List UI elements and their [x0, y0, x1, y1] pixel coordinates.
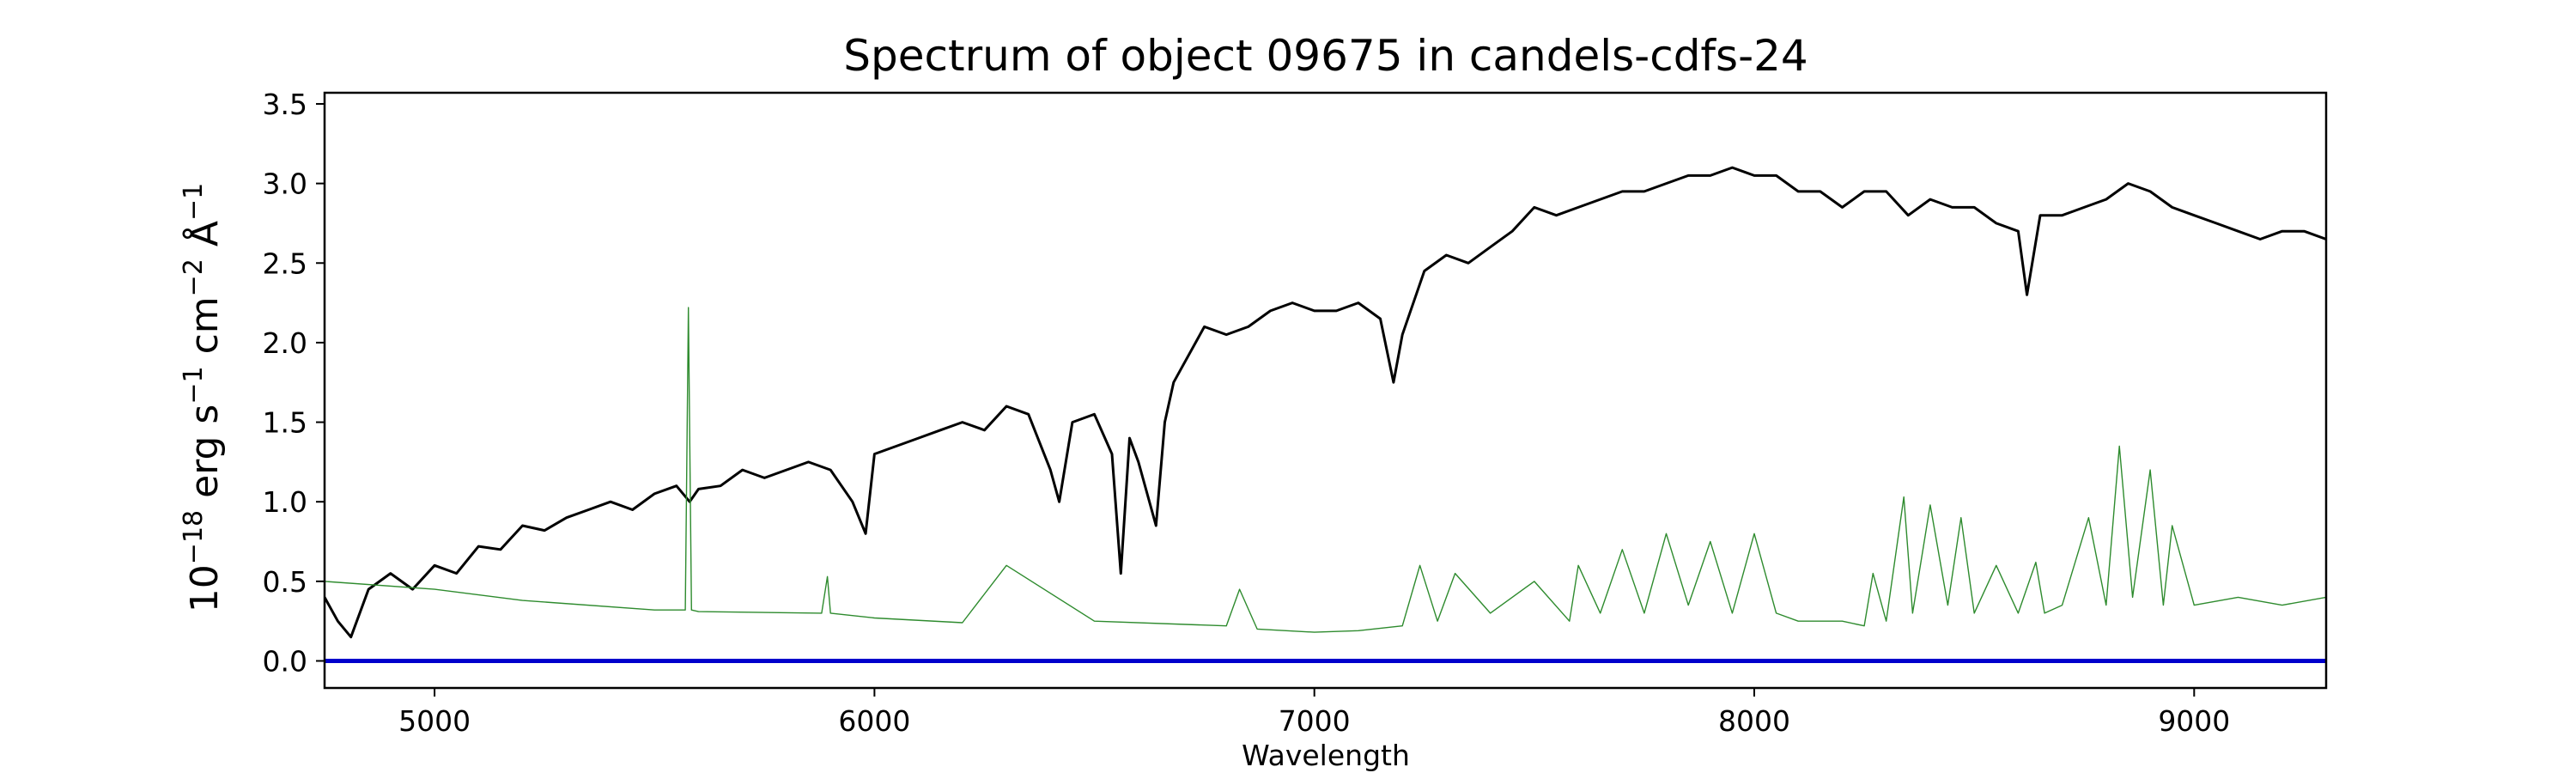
y-tick-label: 3.0 [263, 167, 307, 201]
y-tick-label: 1.5 [263, 406, 307, 440]
x-tick-label: 6000 [838, 704, 910, 738]
series-line-0 [325, 166, 2326, 639]
y-tick-label: 0.5 [263, 565, 307, 599]
x-tick-label: 8000 [1718, 704, 1790, 738]
y-axis-label: 10−18 erg s−1 cm−2 Å−1 [179, 183, 227, 612]
x-tick-label: 5000 [398, 704, 471, 738]
plot-frame [323, 91, 2328, 690]
series-line-1 [325, 307, 2326, 633]
y-tick-label: 1.0 [263, 485, 307, 519]
y-tick-label: 2.0 [263, 326, 307, 360]
y-tick-label: 2.5 [263, 247, 307, 280]
x-tick-label: 7000 [1279, 704, 1351, 738]
x-tick-label: 9000 [2158, 704, 2230, 738]
y-tick-label: 3.5 [263, 88, 307, 121]
x-axis-label: Wavelength [1242, 739, 1410, 772]
plot-area: 5000 6000 7000 8000 9000 0.0 0.5 1.0 1.5 2.0 2.5 3.… [263, 88, 2328, 738]
y-tick-label: 0.0 [263, 645, 307, 679]
chart-title: Spectrum of object 09675 in candels-cdfs… [843, 31, 1808, 81]
